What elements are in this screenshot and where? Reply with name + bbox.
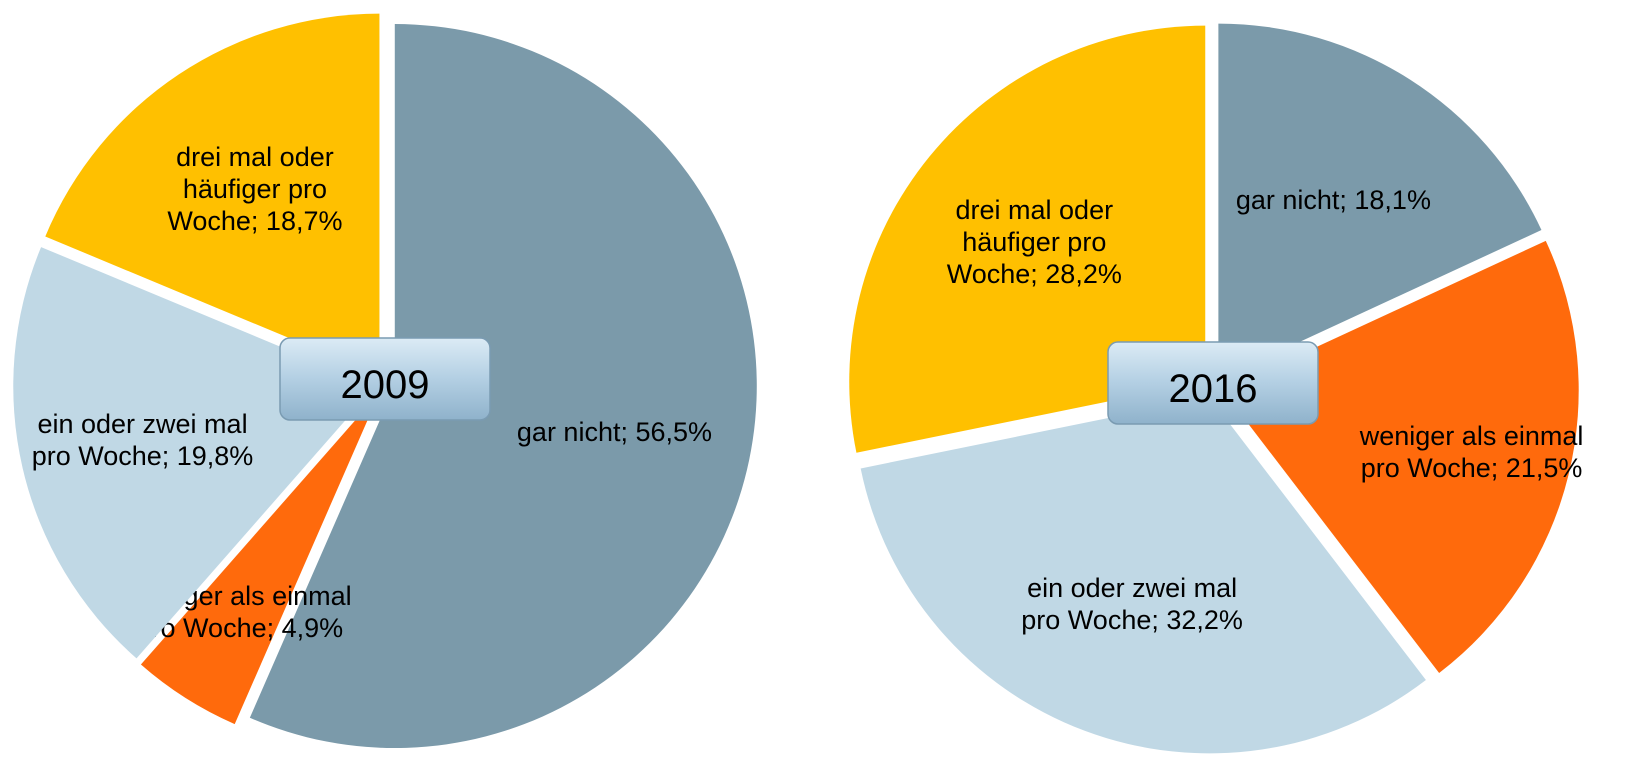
slice-label: drei mal oder häufiger pro Woche; 28,2% <box>946 195 1122 290</box>
slice-label: gar nicht; 56,5% <box>516 416 713 447</box>
slice-label-text: drei mal oder häufiger pro Woche; 18,7% <box>167 141 343 236</box>
slice-label: weniger als einmal pro Woche; 21,5% <box>1359 420 1584 483</box>
slice-label-text: drei mal oder häufiger pro Woche; 28,2% <box>946 195 1122 290</box>
chart-title: 2016 <box>1169 367 1258 411</box>
slice-label: drei mal oder häufiger pro Woche; 18,7% <box>167 141 343 236</box>
slice-label-text: gar nicht; 56,5% <box>516 416 713 447</box>
pie-slice <box>140 392 380 725</box>
slice-label: ein oder zwei mal pro Woche; 32,2% <box>1021 573 1243 636</box>
pie-slice <box>860 397 1426 754</box>
slice-label-text: ein oder zwei mal pro Woche; 19,8% <box>31 409 254 472</box>
slice-label: ein oder zwei mal pro Woche; 19,8% <box>31 409 254 472</box>
title-box <box>279 337 491 421</box>
slice-label: gar nicht; 18,1% <box>1235 184 1431 215</box>
slice-label-text: ein oder zwei mal pro Woche; 32,2% <box>1021 573 1243 636</box>
slice-label-text: weniger als einmal pro Woche; 21,5% <box>1359 420 1584 483</box>
chart-title: 2009 <box>341 363 430 407</box>
title-box <box>1107 341 1319 425</box>
pie-slice <box>249 24 757 749</box>
slice-label-text: gar nicht; 18,1% <box>1235 184 1431 215</box>
pie-slice <box>45 13 380 376</box>
pie-slice <box>1218 23 1542 380</box>
pie-slice <box>1222 240 1579 674</box>
